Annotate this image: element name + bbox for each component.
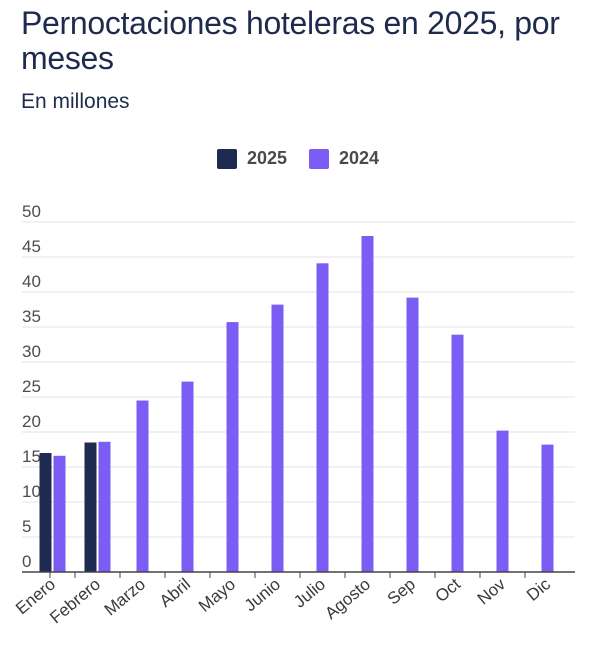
bar-2024-mayo xyxy=(226,322,239,572)
legend-swatch-2025 xyxy=(216,148,237,169)
legend-label-2025: 2025 xyxy=(246,148,287,168)
x-tick-label-junio: Junio xyxy=(241,575,284,616)
x-tick-label-dic: Dic xyxy=(523,574,554,605)
bar-2024-sep xyxy=(406,297,419,572)
bar-2024-nov xyxy=(496,430,509,572)
x-tick-label-mayo: Mayo xyxy=(195,575,239,616)
chart-title: Pernoctaciones hoteleras en 2025, por me… xyxy=(21,5,560,76)
x-tick-label-nov: Nov xyxy=(474,574,510,608)
y-tick-label-15: 15 xyxy=(22,447,41,466)
bar-2024-julio xyxy=(316,263,329,572)
y-tick-label-20: 20 xyxy=(22,412,41,431)
bar-2024-dic xyxy=(541,444,554,572)
legend-item-2025[interactable]: 2025 xyxy=(216,148,287,169)
legend-item-2024[interactable]: 2024 xyxy=(309,148,379,169)
bar-2025-enero xyxy=(39,453,52,572)
bar-2024-marzo xyxy=(136,400,149,572)
chart-subtitle: En millones xyxy=(21,90,130,113)
x-tick-label-marzo: Marzo xyxy=(101,575,149,620)
x-tick-label-oct: Oct xyxy=(432,574,465,606)
y-tick-label-5: 5 xyxy=(22,517,31,536)
x-tick-label-febrero: Febrero xyxy=(46,575,104,628)
bar-2025-febrero xyxy=(84,442,97,572)
y-tick-label-35: 35 xyxy=(22,307,41,326)
bar-2024-oct xyxy=(451,334,464,572)
legend-label-2024: 2024 xyxy=(339,148,380,168)
y-tick-label-10: 10 xyxy=(22,482,41,501)
bar-2024-abril xyxy=(181,381,194,572)
y-tick-label-50: 50 xyxy=(22,202,41,221)
bar-2024-junio xyxy=(271,304,284,572)
bar-2024-enero xyxy=(53,455,66,572)
x-tick-label-abril: Abril xyxy=(156,575,194,611)
y-tick-label-0: 0 xyxy=(22,552,31,571)
y-tick-label-45: 45 xyxy=(22,237,41,256)
y-tick-label-25: 25 xyxy=(22,377,41,396)
bar-2024-agosto xyxy=(361,236,374,572)
legend: 2025 2024 xyxy=(0,148,596,169)
y-tick-label-40: 40 xyxy=(22,272,41,291)
legend-swatch-2024 xyxy=(309,148,329,169)
bar-2024-febrero xyxy=(98,441,111,572)
x-tick-label-agosto: Agosto xyxy=(321,575,374,624)
x-tick-label-sep: Sep xyxy=(384,575,419,609)
y-tick-label-30: 30 xyxy=(22,342,41,361)
